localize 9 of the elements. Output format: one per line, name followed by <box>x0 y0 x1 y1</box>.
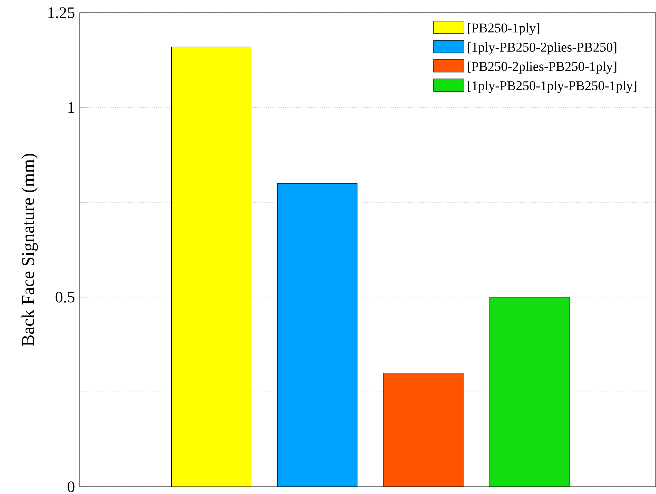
y-tick-label: 1 <box>68 102 74 114</box>
legend-label: [PB250-2plies-PB250-1ply] <box>468 62 617 74</box>
legend-label: [1ply-PB250-2plies-PB250] <box>468 42 617 55</box>
y-tick-label: 0 <box>68 482 75 492</box>
y-axis-title: Back Face Signature (mm) <box>22 154 38 346</box>
y-tick-label: 1.25 <box>48 8 75 18</box>
legend-label: [1ply-PB250-1ply-PB250-1ply] <box>468 81 637 94</box>
legend-label: [PB250-1ply] <box>468 23 540 36</box>
y-tick-label: 0.5 <box>56 292 75 303</box>
